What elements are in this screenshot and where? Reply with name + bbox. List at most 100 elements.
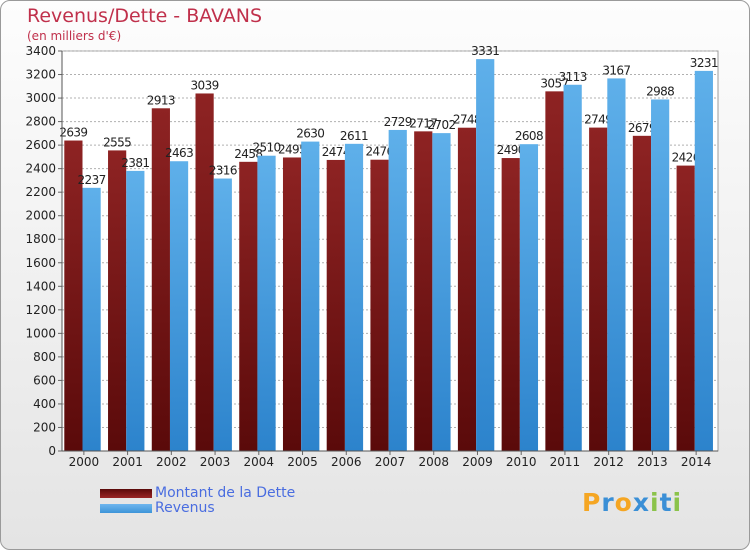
bar-revenus (563, 84, 582, 451)
bar-dette (64, 140, 83, 451)
logo-letter: t (659, 488, 673, 517)
x-tick-label: 2005 (287, 455, 318, 469)
x-tick-label: 2006 (331, 455, 362, 469)
bar-revenus (169, 161, 189, 451)
data-label-dette: 2476 (365, 145, 393, 159)
bar-dette (108, 150, 127, 452)
bar-dette (239, 161, 258, 451)
x-tick-label: 2004 (244, 455, 275, 469)
data-label-dette: 2490 (497, 143, 525, 157)
data-label-dette: 2495 (278, 142, 306, 156)
y-tick-label: 800 (33, 350, 56, 364)
bar-dette (589, 127, 608, 452)
data-label-dette: 2555 (103, 135, 131, 149)
bar-dette (326, 159, 345, 452)
bar-dette (282, 157, 302, 451)
chart-subtitle: (en milliers d'€) (27, 29, 122, 43)
legend-swatch-revenus (100, 504, 152, 513)
bar-dette (501, 158, 520, 451)
bar-revenus (607, 78, 626, 451)
data-label-revenus: 2237 (78, 173, 106, 187)
y-tick-label: 2600 (25, 138, 56, 152)
data-label-dette: 2748 (453, 113, 481, 127)
y-tick-label: 600 (33, 373, 56, 387)
bar-revenus (519, 144, 539, 452)
logo-letter: x (632, 488, 650, 517)
x-tick-label: 2011 (550, 455, 581, 469)
bar-revenus (432, 133, 451, 451)
x-tick-label: 2001 (112, 455, 143, 469)
bar-revenus (257, 155, 276, 452)
data-label-revenus: 2608 (515, 129, 543, 143)
proxiti-logo: Proxiti (582, 488, 682, 517)
logo-letter: o (614, 488, 633, 517)
x-tick-label: 2008 (418, 455, 449, 469)
legend-label-revenus: Revenus (155, 500, 215, 516)
bar-revenus (82, 187, 101, 451)
y-tick-label: 2000 (25, 209, 56, 223)
bar-dette (632, 135, 652, 451)
data-label-dette: 2426 (672, 151, 700, 165)
y-tick-label: 0 (48, 444, 56, 458)
y-tick-label: 400 (33, 397, 56, 411)
y-tick-label: 3200 (25, 68, 56, 82)
bar-dette (370, 159, 389, 452)
bar-revenus (344, 143, 364, 451)
logo-letter: P (582, 488, 602, 517)
y-tick-label: 3400 (25, 44, 56, 58)
data-label-dette: 2679 (628, 121, 656, 135)
y-tick-label: 1400 (25, 279, 56, 293)
x-tick-label: 2013 (637, 455, 668, 469)
x-tick-label: 2012 (593, 455, 624, 469)
x-tick-label: 2007 (375, 455, 406, 469)
data-label-dette: 2717 (409, 116, 437, 130)
bar-revenus (301, 141, 320, 451)
y-tick-label: 3000 (25, 91, 56, 105)
x-tick-label: 2014 (681, 455, 712, 469)
bar-revenus (213, 178, 232, 451)
logo-letter: r (601, 488, 615, 517)
y-tick-label: 1000 (25, 326, 56, 340)
y-tick-label: 200 (33, 420, 56, 434)
chart-title: Revenus/Dette - BAVANS (27, 5, 263, 27)
data-label-revenus: 2702 (427, 118, 455, 132)
logo-letter: i (650, 488, 660, 517)
data-label-revenus: 2729 (384, 115, 412, 129)
data-label-dette: 2639 (59, 126, 87, 140)
legend-swatch-dette (100, 489, 152, 498)
data-label-revenus: 2463 (165, 146, 193, 160)
data-label-revenus: 2611 (340, 129, 368, 143)
x-tick-label: 2003 (200, 455, 231, 469)
x-tick-label: 2002 (156, 455, 187, 469)
y-tick-label: 2800 (25, 115, 56, 129)
data-label-dette: 2913 (147, 93, 175, 107)
data-label-revenus: 3231 (690, 56, 718, 70)
data-label-revenus: 2630 (296, 127, 324, 141)
y-tick-label: 1200 (25, 303, 56, 317)
data-label-revenus: 2510 (252, 141, 280, 155)
data-label-revenus: 3331 (471, 44, 499, 58)
data-label-dette: 2474 (322, 145, 350, 159)
data-label-revenus: 2381 (121, 156, 149, 170)
data-label-revenus: 2316 (209, 164, 237, 178)
data-label-revenus: 2988 (646, 84, 674, 98)
bar-dette (151, 108, 170, 451)
y-tick-label: 2200 (25, 185, 56, 199)
bar-dette (195, 93, 214, 452)
x-tick-label: 2010 (506, 455, 537, 469)
data-label-dette: 2749 (584, 113, 612, 127)
bar-dette (676, 165, 695, 451)
bar-revenus (651, 99, 670, 452)
y-tick-label: 1600 (25, 256, 56, 270)
bar-dette (414, 131, 433, 451)
data-label-revenus: 3167 (602, 63, 630, 77)
data-label-dette: 2458 (234, 147, 262, 161)
bar-dette (545, 91, 564, 452)
bar-dette (457, 127, 477, 452)
bar-revenus (694, 70, 713, 451)
legend-label-dette: Montant de la Dette (155, 485, 296, 501)
y-tick-label: 2400 (25, 162, 56, 176)
x-tick-label: 2000 (69, 455, 100, 469)
data-label-revenus: 3113 (559, 70, 587, 84)
